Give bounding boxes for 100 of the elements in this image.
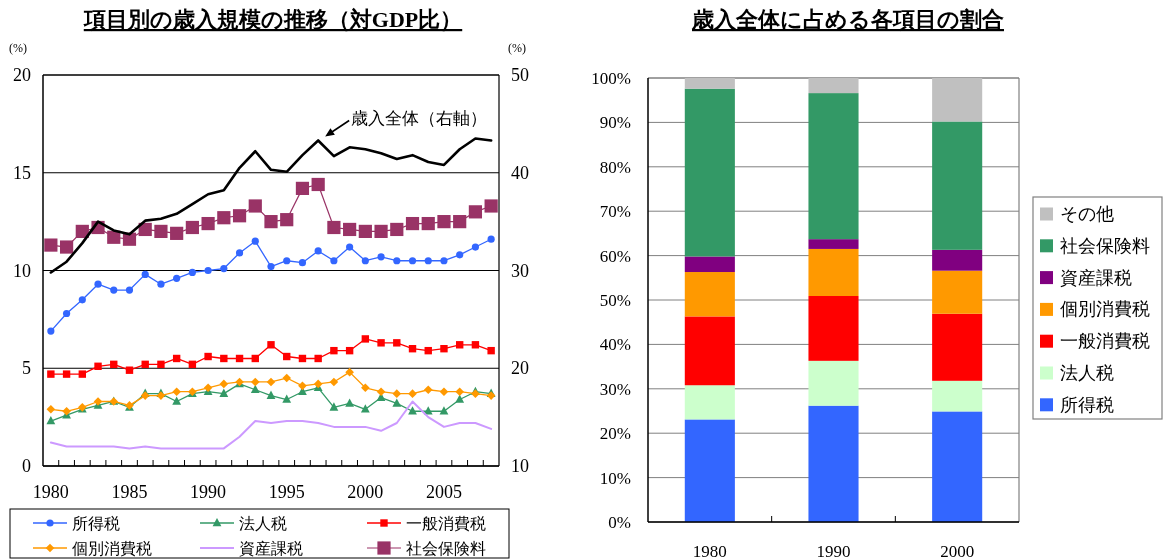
point [251,237,259,245]
x-tick-label: 2000 [940,542,975,559]
point [329,377,339,387]
point [283,257,291,265]
y-tick-label: 0 [22,456,31,476]
bar [808,78,859,94]
point [62,370,71,378]
point [440,345,448,353]
y2-tick-label: 50 [511,65,529,85]
point [280,213,294,227]
point [220,264,228,273]
point [408,406,417,415]
point [282,373,292,383]
x-tick-label: 1980 [692,542,727,559]
point [453,215,467,229]
point [170,226,184,240]
point [138,222,152,237]
bar [684,88,735,257]
legend-label: 社会保険料 [1060,235,1150,256]
x-tick-label: 1990 [190,482,227,502]
point [487,235,495,243]
point [47,370,55,378]
bar [932,411,983,522]
legend-label: 資産課税 [1060,267,1132,288]
point [405,216,420,231]
point [330,346,338,355]
point [314,247,322,255]
point [110,286,118,294]
bar [808,93,859,240]
legend-label: 社会保険料 [406,539,486,557]
bar [808,296,859,361]
point [314,354,322,363]
point [204,352,212,361]
point [392,398,402,407]
y2-tick-label: 30 [511,260,529,281]
point [78,296,86,304]
point [250,377,260,387]
point [94,362,102,370]
bar [808,360,859,406]
bar [932,270,983,314]
point [62,406,71,416]
bar [932,313,983,381]
point [440,257,448,265]
legend-label: 一般消費税 [1060,331,1150,352]
point [219,379,229,389]
point [172,387,181,397]
point [358,224,372,238]
point [376,387,386,397]
point [154,224,168,238]
bar [932,78,983,122]
legend-label: 歳入全体（右軸） [351,109,488,129]
legend-label: 個別消費税 [72,539,152,557]
point [44,238,58,252]
y2-tick-label: 20 [511,358,529,379]
point [107,230,121,244]
point [423,385,433,395]
point [330,257,338,265]
legend-label: その他 [1060,204,1114,224]
legend-label: 所得税 [72,514,120,532]
legend-label: 資産課税 [239,539,303,557]
point [78,370,87,378]
point [393,257,401,265]
point [188,268,196,277]
legend-label: 法人税 [1060,363,1114,383]
y-tick-label: 30% [599,379,631,399]
point [232,209,247,223]
point [46,415,56,425]
point [250,384,260,394]
point [46,405,56,414]
bar [684,316,735,386]
point [408,257,417,265]
y-tick-label: 60% [599,246,631,266]
y-tick-label: 10% [599,468,631,488]
bar [808,239,859,249]
point [157,360,165,369]
legend-label: 法人税 [239,514,287,532]
point [266,390,276,399]
point [346,243,354,251]
point [468,205,483,219]
point [437,215,451,229]
y-tick-label: 15 [13,162,31,183]
bar [808,248,859,296]
point [327,220,341,235]
point [47,327,55,335]
point [345,398,355,407]
point [201,216,215,231]
point [282,394,292,403]
y2-axis-title: (%) [508,41,526,55]
point [298,259,307,267]
y-axis-title: (%) [9,41,27,55]
y2-tick-label: 10 [511,456,529,476]
bar [932,121,983,250]
bar [684,385,735,420]
x-tick-label: 2005 [425,482,462,502]
y-tick-label: 0% [608,512,631,532]
point [329,402,339,411]
point [75,224,89,238]
point [455,387,464,397]
point [173,274,181,282]
point [235,249,244,257]
